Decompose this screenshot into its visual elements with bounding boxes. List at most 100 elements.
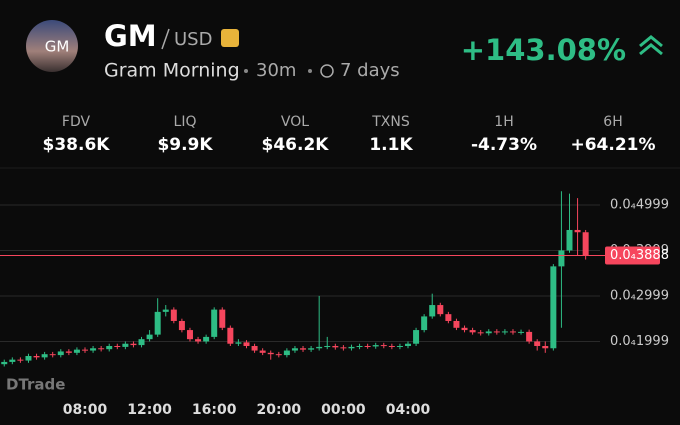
- candle-body: [267, 352, 274, 355]
- watermark: DTrade: [6, 376, 65, 394]
- change: +143.08%: [461, 33, 626, 67]
- candle-body: [170, 309, 177, 321]
- candle-body: [291, 348, 298, 351]
- candle-body: [73, 349, 80, 353]
- candle-body: [518, 331, 525, 333]
- candle-body: [41, 354, 48, 358]
- candle-body: [542, 345, 549, 349]
- stat-label: TXNS: [371, 114, 410, 130]
- candle-body: [316, 346, 323, 349]
- candle-body: [413, 330, 420, 344]
- stat-label: VOL: [281, 114, 309, 130]
- candle-body: [1, 361, 8, 365]
- candle-body: [566, 229, 573, 251]
- candle-body: [461, 327, 468, 331]
- clock-icon: [320, 64, 334, 78]
- interval: 30m: [256, 60, 296, 81]
- candle-body: [98, 348, 105, 350]
- stat-value: $46.2K: [262, 135, 330, 155]
- candle-body: [65, 351, 72, 353]
- candle-body: [227, 327, 234, 344]
- candle-body: [558, 250, 565, 267]
- stat-label: FDV: [62, 114, 91, 130]
- stat-label: 1H: [494, 114, 513, 130]
- candle-body: [114, 345, 121, 347]
- candle-body: [275, 354, 282, 356]
- stat-value: $9.9K: [157, 135, 213, 155]
- candle-body: [186, 330, 193, 340]
- candle-body: [380, 345, 387, 347]
- candle-body: [332, 345, 339, 348]
- x-tick-label: 08:00: [63, 402, 108, 418]
- y-tick-label: 0.0₄2999: [610, 288, 669, 303]
- candle-body: [243, 342, 250, 346]
- candle-body: [429, 305, 436, 317]
- candle-body: [90, 348, 97, 351]
- candle-body: [146, 334, 153, 340]
- stat-label: 6H: [603, 114, 622, 130]
- token-name: Gram Morning: [104, 60, 240, 82]
- badge-icon: [221, 29, 239, 47]
- candle-body: [477, 332, 484, 334]
- candle-body: [259, 350, 266, 353]
- stat-label: LIQ: [174, 114, 197, 130]
- last-price-box: [605, 246, 660, 265]
- candle-body: [526, 331, 533, 342]
- x-tick-label: 04:00: [386, 402, 431, 418]
- x-tick-label: 20:00: [257, 402, 302, 418]
- candle-body: [82, 349, 88, 351]
- candle-body: [405, 343, 411, 346]
- candle-body: [9, 359, 16, 362]
- candle-body: [485, 331, 492, 334]
- candle-body: [501, 331, 508, 333]
- dot: [244, 69, 248, 73]
- candle-body: [178, 320, 185, 331]
- candle-body: [154, 311, 161, 335]
- chart: DTrade0.0₄19990.0₄29990.0₄39990.0₄499908…: [0, 191, 669, 418]
- candle-body: [388, 345, 395, 347]
- candle-body: [582, 232, 589, 256]
- stat-value: +64.21%: [570, 135, 655, 155]
- candle-body: [49, 354, 56, 356]
- up-icon: [639, 35, 663, 56]
- symbol: GM: [104, 19, 157, 53]
- candle-body: [122, 343, 129, 347]
- candle-body: [308, 348, 315, 350]
- candle-body: [195, 339, 202, 342]
- last-price-label: 0.0₄3888: [610, 248, 669, 263]
- y-tick-label: 0.0₄4999: [610, 197, 669, 212]
- candle-body: [283, 350, 290, 356]
- candle-body: [33, 356, 40, 358]
- candle-body: [138, 339, 145, 346]
- candle-body: [364, 345, 371, 347]
- stat-value: -4.73%: [471, 135, 537, 155]
- candle-body: [25, 356, 32, 361]
- stat-value: 1.1K: [369, 135, 413, 155]
- candle-body: [372, 345, 379, 347]
- candle-body: [17, 359, 24, 361]
- stat-value: $38.6K: [43, 135, 111, 155]
- candle-body: [211, 309, 218, 337]
- candle-body: [493, 331, 500, 333]
- candle-body: [348, 346, 355, 349]
- quote: USD: [174, 29, 212, 50]
- candle-body: [162, 309, 169, 312]
- range: 7 days: [340, 60, 400, 81]
- y-tick-label: 0.0₄1999: [610, 334, 669, 349]
- candle-body: [534, 341, 541, 346]
- candle-body: [396, 345, 403, 347]
- dot: [308, 69, 312, 73]
- avatar-text: GM: [45, 38, 70, 56]
- candle-body: [574, 229, 581, 233]
- candle-body: [421, 316, 428, 331]
- candle-body: [356, 345, 363, 347]
- candle-body: [550, 266, 557, 349]
- candle-body: [509, 331, 516, 333]
- candle-body: [453, 320, 460, 328]
- candle-body: [251, 345, 258, 351]
- candle-body: [130, 343, 137, 346]
- candle-body: [106, 345, 113, 350]
- candle-body: [340, 347, 347, 349]
